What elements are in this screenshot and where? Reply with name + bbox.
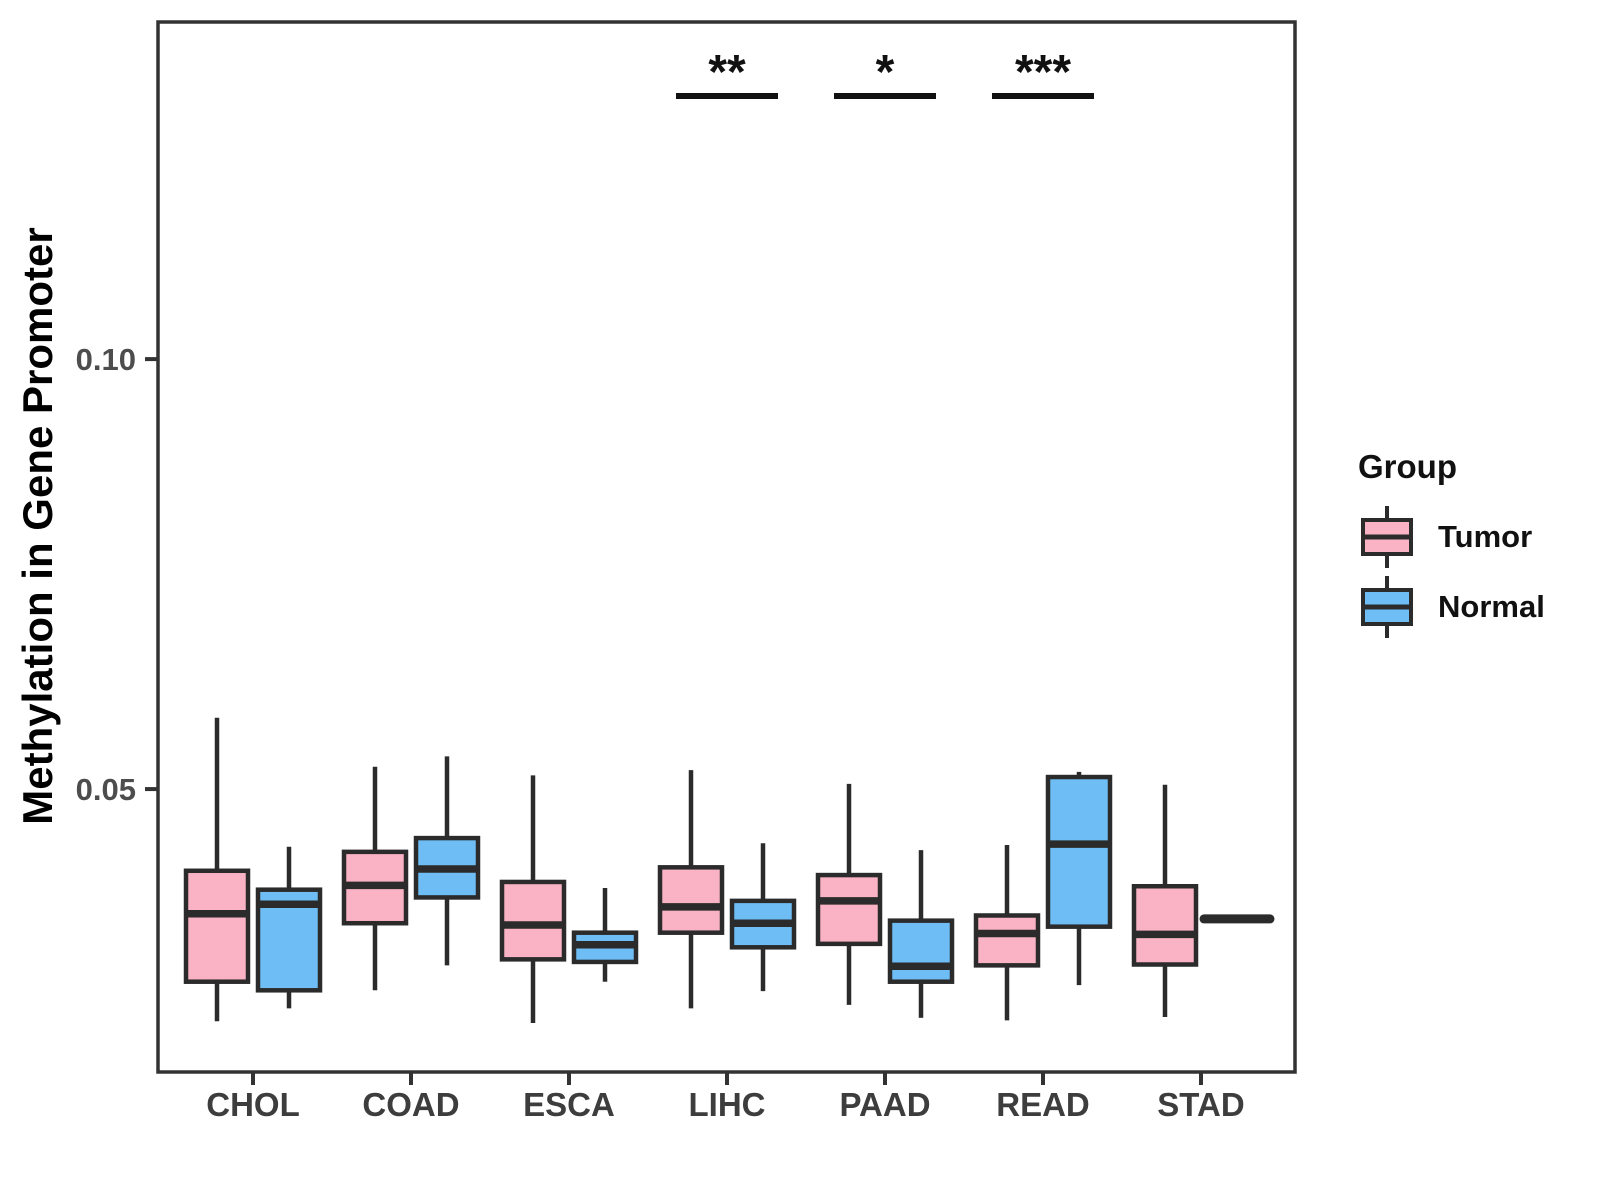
x-tick-label: CHOL [206,1086,300,1123]
significance-stars-read: *** [1015,46,1071,99]
x-tick-label: COAD [362,1086,459,1123]
box-tumor-esca [499,879,567,962]
x-tick-label: LIHC [689,1086,766,1123]
tumor-boxplot-key-icon [1361,506,1413,568]
x-tick-label: STAD [1157,1086,1244,1123]
y-axis-title: Methylation in Gene Promoter [14,227,61,825]
box-tumor-stad [1131,884,1199,967]
legend: Group Tumor Normal [1358,448,1588,642]
x-tick-label: READ [996,1086,1090,1123]
y-tick-label: 0.10 [76,342,136,377]
significance-stars-lihc: ** [708,46,746,99]
legend-item-tumor: Tumor [1358,502,1588,572]
normal-boxplot-key-icon [1361,576,1413,638]
panel-border [156,20,1297,1074]
box-tumor-lihc [657,865,725,935]
y-tick-label: 0.05 [76,772,136,807]
legend-item-normal: Normal [1358,572,1588,642]
box-normal-paad [887,918,955,984]
box-normal-read [1045,774,1113,929]
x-tick-label: PAAD [839,1086,930,1123]
legend-item-label: Normal [1438,589,1545,624]
x-tick-label: ESCA [523,1086,615,1123]
box-tumor-chol [183,868,251,984]
significance-stars-paad: * [876,46,895,99]
box-tumor-read [973,913,1041,968]
legend-title: Group [1358,448,1457,485]
box-tumor-paad [815,872,883,947]
legend-item-label: Tumor [1438,519,1533,554]
